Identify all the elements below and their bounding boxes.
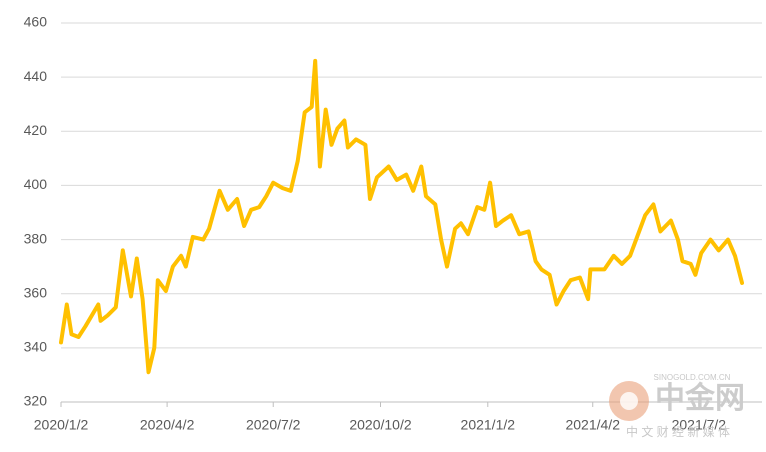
y-tick-label: 380: [24, 230, 48, 246]
y-tick-label: 340: [24, 339, 48, 355]
x-tick-label: 2020/10/2: [349, 417, 411, 433]
x-tick-label: 2020/4/2: [140, 417, 195, 433]
plot: 320 340 360 380 400 420 440 460 2020/1/2 2020/4/2…: [24, 14, 762, 433]
watermark-logo-inner: [620, 392, 638, 410]
x-tick-label: 2021/1/2: [461, 417, 516, 433]
line: [59, 58, 744, 375]
y-tick-label: 460: [24, 14, 48, 30]
x-tick-label: 2021/7/2: [672, 417, 727, 433]
y-tick-label: 440: [24, 68, 48, 84]
watermark-site: SINOGOLD.COM.CN: [654, 373, 731, 382]
watermark-tagline: 中 文 财 经 新 媒 体: [626, 424, 730, 439]
y-tick-label: 400: [24, 176, 48, 192]
watermark: 中金网 SINOGOLD.COM.CN 中 文 财 经 新 媒 体: [609, 373, 745, 439]
x-tick-label: 2021/4/2: [565, 417, 620, 433]
x-tick-label: 2020/1/2: [34, 417, 89, 433]
watermark-name: 中金网: [655, 381, 745, 415]
y-tick-label: 420: [24, 122, 48, 138]
y-tick-label: 320: [24, 393, 48, 409]
x-tick-label: 2020/7/2: [246, 417, 301, 433]
y-tick-label: 360: [24, 284, 48, 300]
